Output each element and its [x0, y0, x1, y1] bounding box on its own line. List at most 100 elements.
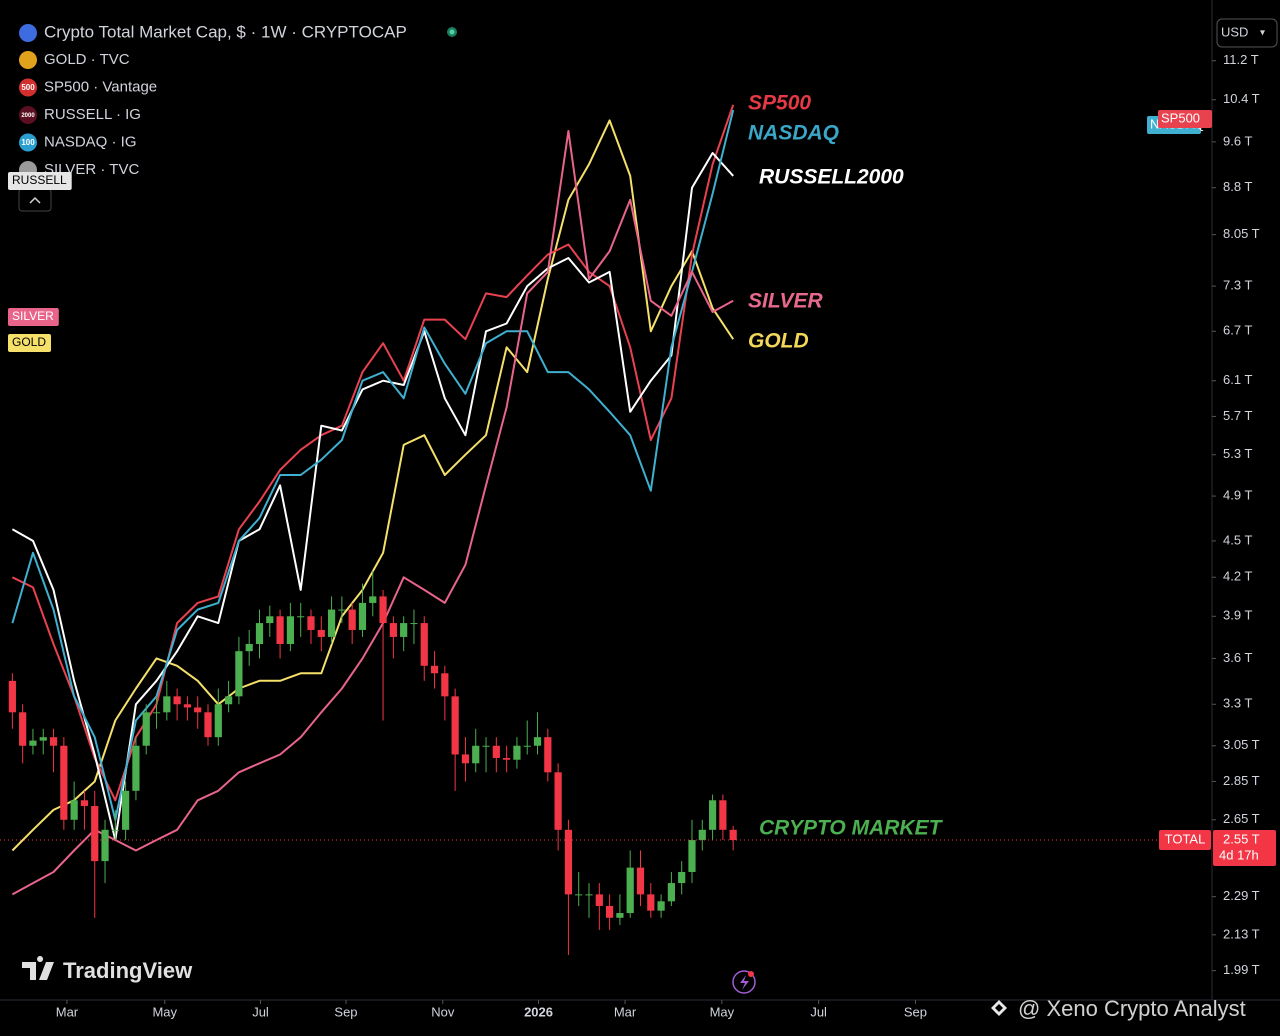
x-tick-label: Sep	[904, 1004, 927, 1019]
scale-badge	[8, 308, 59, 326]
candle-body	[472, 745, 480, 764]
candle-body	[307, 616, 315, 630]
legend-icon	[19, 106, 37, 124]
legend-label: SP500 · Vantage	[44, 78, 157, 95]
candle-body	[678, 871, 686, 884]
candle-body	[410, 623, 418, 625]
candle-body	[286, 616, 294, 645]
candle-body	[369, 596, 377, 603]
candle-body	[111, 829, 119, 831]
candle-body	[595, 894, 603, 906]
annotation: SILVER	[748, 290, 824, 313]
candle-body	[430, 665, 439, 674]
candle-body	[204, 712, 212, 738]
y-tick-label: 8.05 T	[1223, 226, 1260, 241]
y-tick-label: 6.1 T	[1223, 372, 1252, 387]
price-label	[1213, 830, 1276, 867]
plot-area	[8, 104, 737, 955]
currency-button[interactable]	[1216, 18, 1278, 48]
candle-body	[183, 704, 192, 708]
candle-body	[142, 712, 150, 746]
x-tick-label: May	[152, 1004, 177, 1019]
candle-body	[132, 745, 140, 791]
candle-body	[327, 609, 336, 637]
candle-body	[503, 757, 511, 760]
candle-body	[173, 696, 181, 705]
x-tick-label: Sep	[334, 1004, 357, 1019]
series-line	[11, 109, 735, 821]
candle-body	[626, 867, 634, 914]
candle-body	[688, 840, 696, 872]
candle-body	[19, 712, 27, 746]
candle-body	[194, 707, 202, 713]
candle-body	[297, 616, 305, 618]
series-badge-label: TOTAL	[1165, 831, 1206, 846]
x-tick-label: Nov	[431, 1004, 455, 1019]
candle-body	[338, 609, 346, 611]
scale-badge-label: RUSSELL	[12, 173, 67, 187]
candle-body	[544, 737, 552, 773]
flash-icon-bolt[interactable]	[740, 975, 749, 990]
currency-label[interactable]: USD	[1221, 24, 1248, 39]
series-line	[11, 130, 734, 896]
candle-body	[39, 737, 47, 741]
candle-body	[29, 740, 37, 746]
candle-body	[513, 745, 521, 760]
annotations: SP500 NASDAQ RUSSELL2000 SILVER GOLD CRYPTO M…	[748, 92, 944, 840]
candle-body	[441, 673, 449, 697]
annotation: SP500	[748, 92, 811, 115]
y-tick-label: 1.99 T	[1223, 962, 1260, 977]
candle-body	[533, 737, 542, 746]
candle-body	[636, 867, 645, 895]
candle-body	[667, 883, 675, 902]
series-badge	[1158, 110, 1212, 128]
candle-body	[91, 806, 99, 862]
annotation: CRYPTO MARKET	[759, 817, 944, 840]
annotation: RUSSELL2000	[759, 166, 904, 189]
candle-body	[379, 596, 387, 624]
candle-body	[101, 829, 109, 862]
candle-body	[163, 696, 171, 713]
scale-badge-label: GOLD	[12, 335, 46, 349]
collapse-icon[interactable]	[29, 196, 41, 204]
candle-body	[60, 745, 68, 820]
annotation: GOLD	[748, 330, 809, 353]
candle-body	[451, 696, 459, 755]
logo-text: TradingView	[63, 958, 193, 983]
x-tick-label: 2026	[524, 1004, 553, 1019]
candle-body	[235, 651, 243, 697]
legend-icon-text: 2000	[21, 113, 35, 119]
y-tick-label: 2.65 T	[1223, 811, 1260, 826]
y-tick-label: 2.13 T	[1223, 926, 1260, 941]
logo-mark	[22, 956, 54, 980]
y-tick-label: 5.7 T	[1223, 408, 1252, 423]
scale-badge	[8, 172, 72, 190]
y-tick-label: 4.5 T	[1223, 532, 1252, 547]
candle-body	[647, 894, 655, 911]
y-tick-label: 11.2 T	[1223, 52, 1259, 67]
candle-body	[49, 737, 58, 746]
y-tick-label: 4.2 T	[1223, 569, 1252, 584]
candle-body	[420, 623, 428, 666]
candle-body	[317, 629, 325, 637]
flash-icon[interactable]	[732, 970, 756, 994]
candle-body	[8, 680, 16, 713]
currency-caret[interactable]: ▾	[1260, 28, 1265, 39]
watermark-icon	[991, 1000, 1007, 1016]
countdown: 4d 17h	[1219, 847, 1259, 862]
y-tick-label: 2.85 T	[1223, 773, 1260, 788]
collapse-button[interactable]	[18, 188, 52, 212]
candle-body	[554, 772, 562, 830]
legend-icon	[19, 78, 37, 97]
y-tick-label: 4.9 T	[1223, 488, 1252, 503]
candle-body	[575, 894, 583, 896]
candle-body	[698, 829, 706, 841]
legend-label: NASDAQ · IG	[44, 133, 137, 150]
legend-icon	[19, 133, 37, 152]
candle-body	[214, 704, 222, 738]
legend-label: RUSSELL · IG	[44, 106, 141, 123]
candle-body	[255, 623, 264, 645]
tradingview-logo: TradingView	[22, 956, 193, 983]
